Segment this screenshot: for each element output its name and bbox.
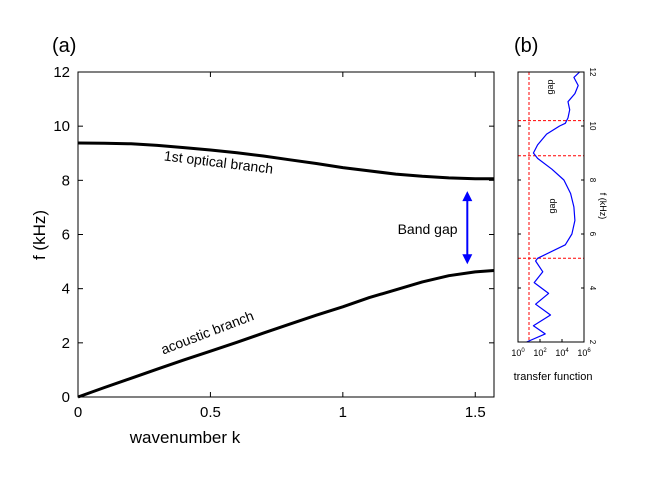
- acoustic-branch-line: [77, 269, 495, 399]
- y-tick-label: 10: [53, 118, 70, 135]
- panel-b: (b) 2 4 6 8 10 12 100 102 104 106 transfer functi…: [511, 35, 608, 383]
- x-tick-label: 0.5: [200, 404, 221, 421]
- panel-b-y-axis-label: f (kHz): [598, 193, 608, 220]
- band-gap-arrow-head-down: [462, 254, 473, 265]
- y-tick-label: 2: [62, 335, 70, 352]
- transfer-function-line: [526, 71, 581, 343]
- x-tick-exponent: 2: [543, 348, 547, 354]
- optical-branch-line: [77, 141, 494, 181]
- band-gap-arrow-head-up: [462, 191, 473, 202]
- y-tick-label: 6: [588, 232, 597, 237]
- x-tick-label: 102: [533, 348, 547, 358]
- band-gap-label: Band gap: [398, 221, 458, 237]
- y-tick-label: 12: [53, 64, 70, 81]
- acoustic-branch-label: acoustic branch: [159, 307, 256, 357]
- y-tick-label: 8: [62, 172, 70, 189]
- y-tick-label: 10: [588, 122, 597, 131]
- y-tick-label: 0: [62, 389, 70, 406]
- panel-a-series: [77, 141, 495, 399]
- panel-a-label: (a): [52, 35, 76, 57]
- x-tick-exponent: 6: [587, 348, 591, 354]
- band-gap-arrow: [462, 191, 473, 265]
- panel-b-series: [526, 71, 581, 343]
- y-tick-label: 4: [588, 286, 597, 291]
- panel-b-gap-label-upper: gap: [545, 79, 555, 94]
- panel-a-x-axis-label: wavenumber k: [129, 428, 241, 447]
- panel-a-ticks: 0 0.5 1 1.5 0 2 4 6 8 10 12: [53, 64, 494, 421]
- panel-b-reference-lines: [518, 72, 584, 342]
- panel-b-gap-label-lower: gap: [547, 198, 557, 213]
- panel-a: (a) 0 0.5 1 1.5 0 2 4 6 8 10 12 wavenumber k f (kH…: [30, 35, 495, 447]
- x-tick-exponent: 0: [521, 348, 525, 354]
- panel-b-label: (b): [514, 35, 538, 57]
- x-tick-exponent: 4: [565, 348, 569, 354]
- y-tick-label: 4: [62, 281, 70, 298]
- x-tick-label: 104: [555, 348, 569, 358]
- x-tick-label: 106: [577, 348, 591, 358]
- x-tick-label: 1.5: [465, 404, 486, 421]
- x-tick-label: 100: [511, 348, 525, 358]
- panel-b-ticks: 2 4 6 8 10 12 100 102 104 106: [511, 68, 597, 358]
- panel-a-y-axis-label: f (kHz): [30, 210, 49, 260]
- y-tick-label: 2: [588, 340, 597, 345]
- y-tick-label: 12: [588, 68, 597, 77]
- panel-b-x-axis-label: transfer function: [514, 371, 593, 383]
- y-tick-label: 6: [62, 227, 70, 244]
- x-tick-label: 1: [339, 404, 347, 421]
- y-tick-label: 8: [588, 178, 597, 183]
- x-tick-label: 0: [74, 404, 82, 421]
- panel-b-axes-frame: [517, 71, 585, 343]
